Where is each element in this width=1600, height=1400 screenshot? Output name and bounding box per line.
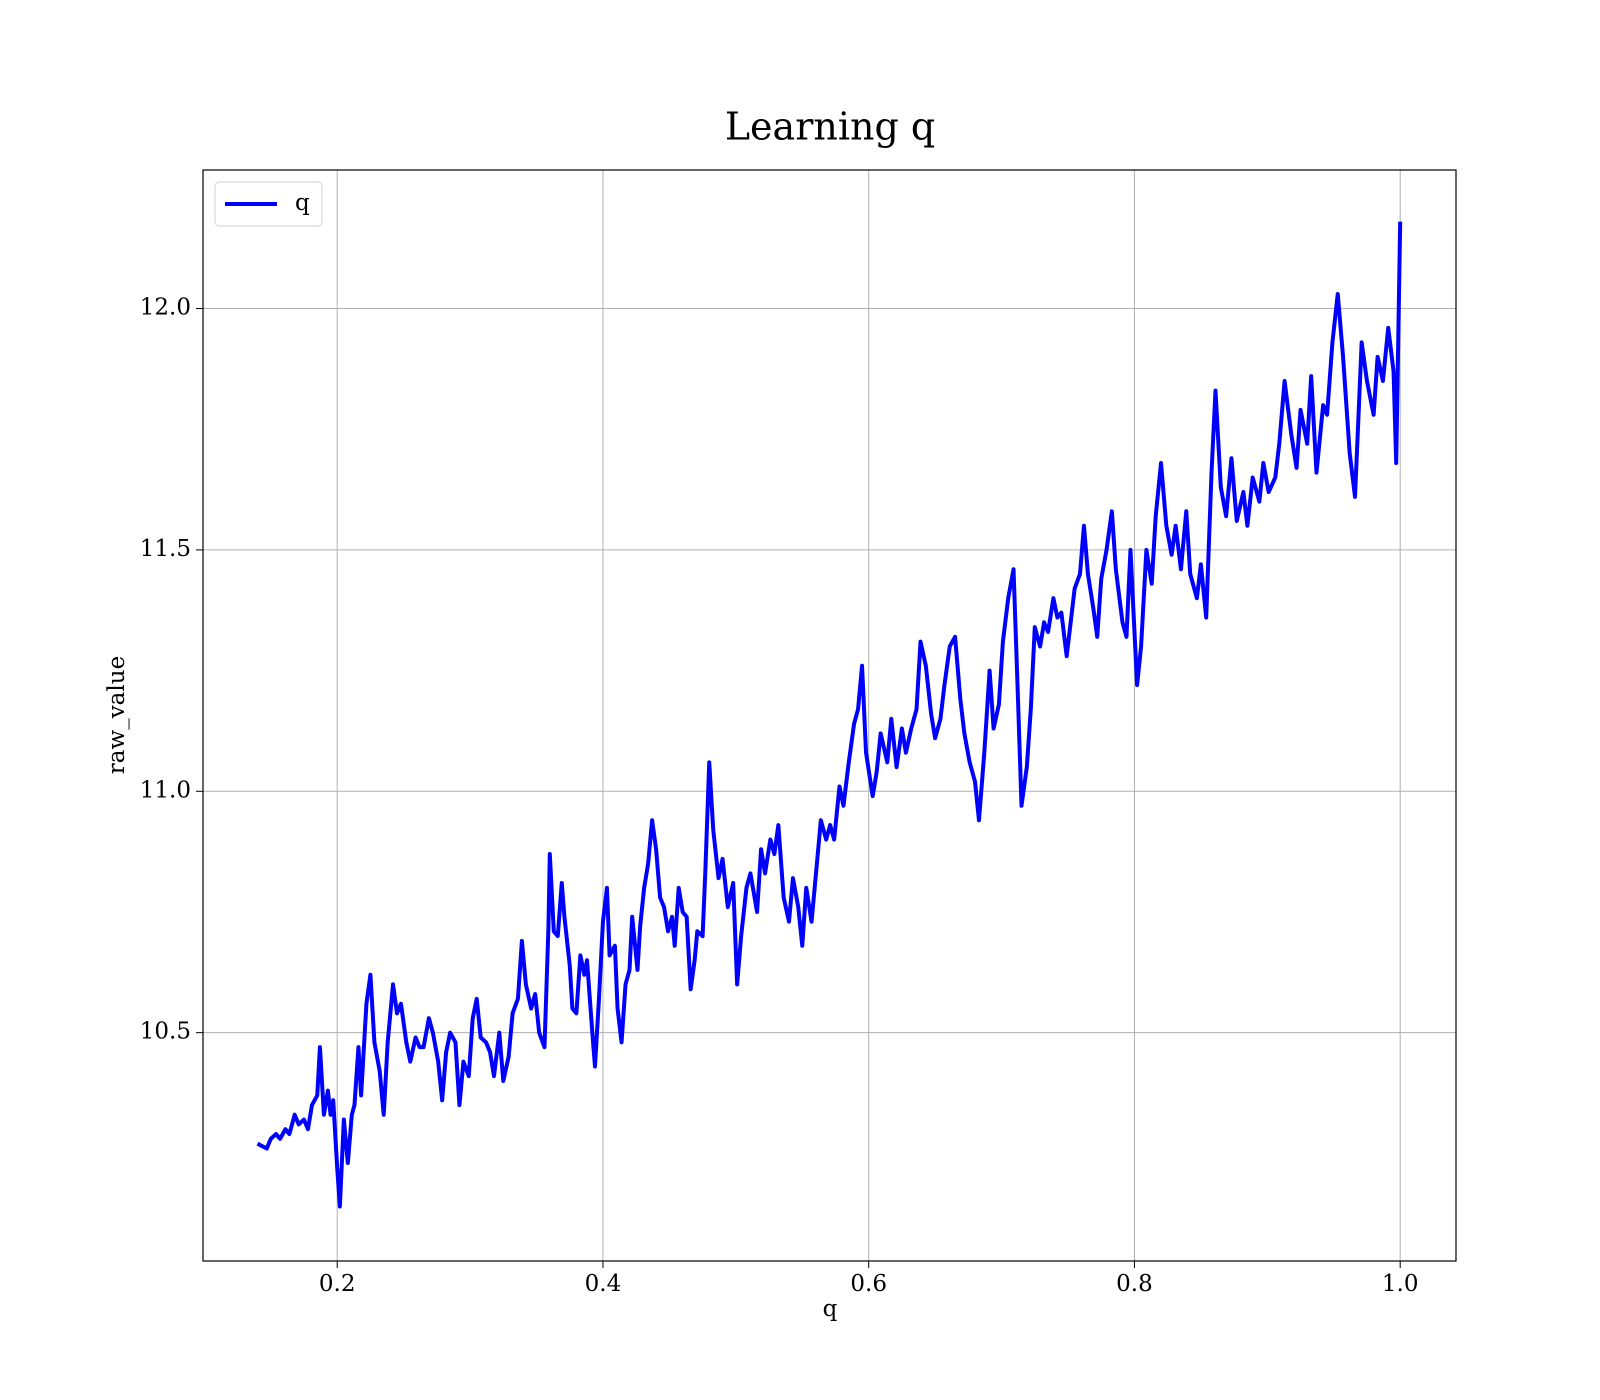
x-tick-label: 1.0 (1382, 1271, 1419, 1297)
y-axis-label: raw_value (104, 656, 130, 774)
y-tick-label: 12.0 (140, 295, 191, 321)
chart-title: Learning q (725, 105, 935, 149)
x-tick-label: 0.8 (1116, 1271, 1153, 1297)
legend-label: q (295, 190, 310, 216)
y-tick-label: 11.5 (140, 536, 191, 562)
x-tick-label: 0.4 (585, 1271, 622, 1297)
x-tick-label: 0.6 (850, 1271, 887, 1297)
plot-frame (202, 169, 1457, 1262)
x-axis-label: q (823, 1296, 838, 1322)
y-tick-label: 11.0 (140, 777, 191, 803)
data-line (256, 221, 1403, 1209)
x-tick-label: 0.2 (319, 1271, 356, 1297)
y-tick-label: 10.5 (140, 1019, 191, 1045)
